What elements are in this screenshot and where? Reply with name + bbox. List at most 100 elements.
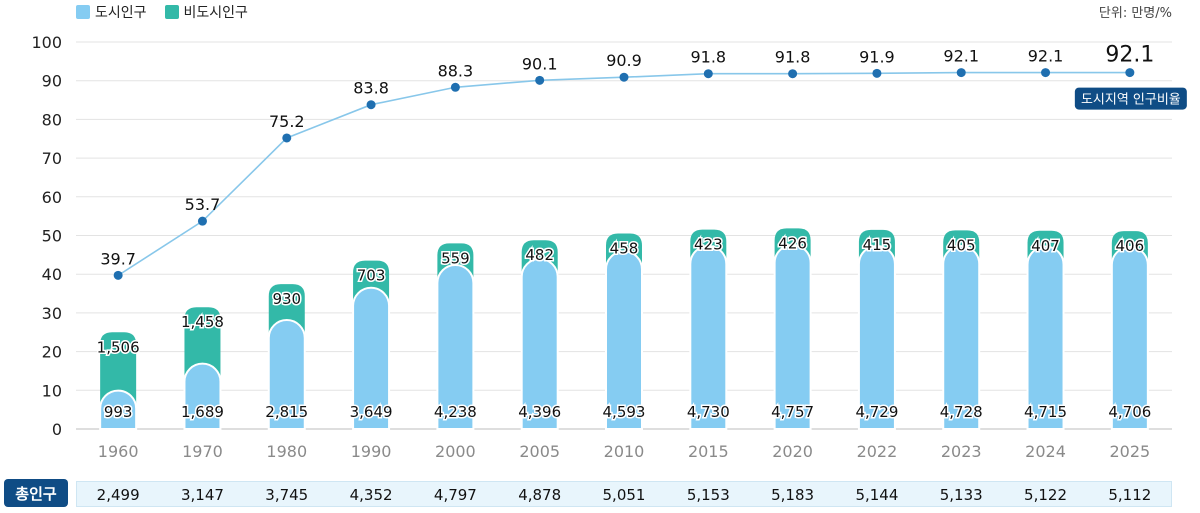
bar-label-urban: 993 (104, 403, 133, 421)
total-row-label: 총인구 (4, 479, 68, 507)
unit-label: 단위: 만명/% (1098, 6, 1172, 21)
y-tick-label: 10 (42, 381, 62, 400)
x-tick-label: 2023 (941, 442, 982, 461)
bar-label-urban: 4,729 (855, 403, 898, 421)
legend-label-urban: 도시인구 (95, 5, 147, 21)
bar-label-rural: 1,458 (181, 313, 224, 331)
y-tick-label: 0 (52, 420, 62, 439)
x-tick-label: 1990 (351, 442, 392, 461)
ratio-point (872, 68, 882, 78)
bar-urban (773, 243, 812, 430)
bar-label-urban: 4,730 (687, 403, 730, 421)
ratio-point (956, 68, 966, 78)
ratio-point (366, 100, 376, 110)
ratio-point (703, 69, 713, 79)
legend: 도시인구 비도시인구 (76, 2, 248, 22)
bar-label-rural: 458 (610, 240, 639, 258)
x-tick-label: 2024 (1025, 442, 1066, 461)
ratio-point (1041, 68, 1051, 78)
y-tick-label: 80 (42, 110, 62, 129)
legend-swatch-rural (164, 5, 179, 19)
legend-item-rural: 비도시인구 (164, 2, 248, 22)
bar-label-urban: 1,689 (181, 403, 224, 421)
ratio-label: 91.9 (859, 47, 895, 66)
ratio-label: 83.8 (353, 79, 389, 98)
ratio-label: 90.9 (606, 51, 642, 70)
bar-urban (1110, 245, 1149, 430)
ratio-badge (1074, 87, 1187, 110)
bar-urban (183, 362, 222, 430)
y-tick-label: 40 (42, 265, 62, 284)
x-tick-label: 1970 (182, 442, 223, 461)
ratio-point (282, 133, 292, 143)
x-tick-label: 2015 (688, 442, 729, 461)
bar-urban (1026, 245, 1065, 430)
bar-label-rural: 482 (525, 246, 554, 264)
x-tick-label: 2000 (435, 442, 476, 461)
bar-urban (436, 263, 475, 430)
y-tick-label: 70 (42, 149, 62, 168)
ratio-label: 92.1 (1028, 47, 1064, 66)
y-tick-label: 60 (42, 188, 62, 207)
bar-urban (857, 244, 896, 430)
bar-label-urban: 4,728 (940, 403, 983, 421)
bar-urban (352, 286, 391, 430)
ratio-point (619, 72, 629, 82)
bar-label-urban: 4,757 (771, 403, 814, 421)
y-tick-label: 30 (42, 304, 62, 323)
bar-label-rural: 703 (357, 267, 386, 285)
ratio-point (1125, 68, 1135, 78)
ratio-point (535, 75, 545, 85)
x-tick-label: 2020 (772, 442, 813, 461)
bar-label-rural: 405 (947, 236, 976, 254)
ratio-point (197, 216, 207, 226)
x-tick-label: 2025 (1109, 442, 1150, 461)
bar-urban (520, 257, 559, 430)
bar-urban (605, 250, 643, 430)
bar-label-rural: 930 (272, 290, 301, 308)
bar-urban (942, 245, 981, 430)
ratio-label: 53.7 (185, 195, 221, 214)
y-tick-label: 20 (42, 343, 62, 362)
ratio-label: 92.1 (1105, 43, 1154, 68)
bar-urban (99, 389, 138, 430)
bar-label-rural: 1,506 (97, 338, 140, 356)
legend-item-urban: 도시인구 (76, 2, 147, 22)
bar-urban (689, 244, 728, 430)
y-tick-label: 50 (42, 227, 62, 246)
x-tick-label: 1960 (98, 442, 139, 461)
x-tick-label: 2010 (604, 442, 645, 461)
x-tick-label: 2022 (857, 442, 898, 461)
y-tick-label: 100 (31, 33, 62, 52)
ratio-point (450, 82, 460, 92)
ratio-label: 91.8 (690, 48, 726, 67)
ratio-label: 92.1 (943, 47, 979, 66)
bar-urban (267, 319, 306, 430)
ratio-label: 39.7 (100, 249, 136, 268)
bar-label-urban: 4,238 (434, 403, 477, 421)
bar-label-rural: 559 (441, 249, 470, 267)
bar-label-rural: 406 (1116, 237, 1145, 255)
ratio-point (788, 69, 798, 79)
ratio-label: 75.2 (269, 112, 305, 131)
bar-label-urban: 4,396 (518, 403, 561, 421)
bar-label-rural: 423 (694, 236, 723, 254)
bar-label-urban: 3,649 (350, 403, 393, 421)
x-tick-label: 2005 (519, 442, 560, 461)
legend-swatch-urban (76, 5, 90, 19)
ratio-badge-label: 도시지역 인구비율 (1081, 93, 1181, 108)
x-tick-label: 1980 (266, 442, 307, 461)
y-tick-label: 90 (42, 72, 62, 91)
bar-label-urban: 4,593 (603, 403, 646, 421)
bar-label-rural: 415 (863, 236, 892, 254)
bar-label-urban: 2,815 (265, 403, 308, 421)
ratio-label: 88.3 (438, 61, 474, 80)
bar-label-rural: 407 (1031, 237, 1060, 255)
ratio-point (113, 270, 123, 280)
legend-label-rural: 비도시인구 (183, 5, 248, 21)
bar-label-rural: 426 (778, 234, 807, 252)
ratio-label: 90.1 (522, 54, 558, 73)
ratio-label: 91.8 (775, 48, 811, 67)
